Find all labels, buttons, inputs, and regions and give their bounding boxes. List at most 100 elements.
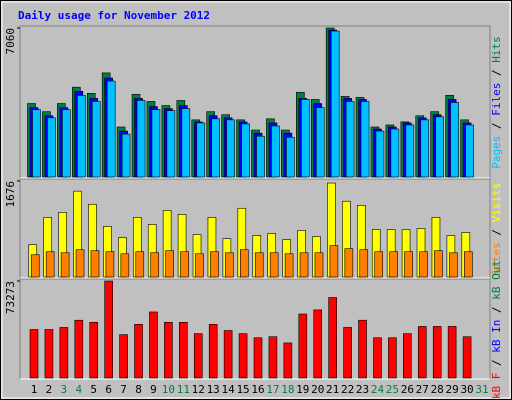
bar xyxy=(374,251,384,278)
legend-separator: / xyxy=(490,116,503,136)
bar xyxy=(434,250,443,278)
bar xyxy=(359,249,369,278)
bar xyxy=(166,110,176,178)
x-tick-label: 14 xyxy=(222,383,236,396)
bar xyxy=(345,101,355,178)
x-tick-label: 8 xyxy=(135,383,142,396)
bar xyxy=(404,251,413,278)
bar xyxy=(271,125,280,178)
x-tick-label: 27 xyxy=(416,383,429,396)
bar xyxy=(462,336,472,379)
legend-entry: Sites xyxy=(490,242,503,275)
bar xyxy=(344,248,354,278)
legend-separator: / xyxy=(490,222,503,242)
x-tick-label: 25 xyxy=(386,383,399,396)
x-tick-label: 2 xyxy=(46,383,53,396)
bar xyxy=(119,334,128,379)
bar xyxy=(135,251,145,278)
bar xyxy=(405,124,415,178)
bar xyxy=(464,251,473,278)
x-tick-label: 26 xyxy=(401,383,414,396)
x-tick-label: 11 xyxy=(177,383,190,396)
bar xyxy=(419,251,428,278)
x-tick-label: 28 xyxy=(431,383,444,396)
x-tick-label: 12 xyxy=(192,383,205,396)
bar xyxy=(104,280,113,379)
bar xyxy=(256,135,265,178)
bar xyxy=(389,251,398,278)
bar xyxy=(300,99,310,178)
bar xyxy=(45,251,55,278)
bar xyxy=(315,107,325,178)
x-tick-label: 6 xyxy=(105,383,112,396)
bar xyxy=(449,252,458,278)
bar xyxy=(283,342,293,379)
y-tick-label: 7060 xyxy=(4,28,17,55)
x-tick-label: 30 xyxy=(460,383,473,396)
bar xyxy=(181,108,191,178)
bar xyxy=(44,329,54,379)
bar xyxy=(330,30,340,178)
bar xyxy=(223,330,233,379)
bar xyxy=(299,252,309,278)
x-tick-label: 1 xyxy=(31,383,38,396)
x-tick-label: 17 xyxy=(266,383,279,396)
x-tick-label: 31 xyxy=(475,383,488,396)
bar xyxy=(286,136,295,178)
bar xyxy=(134,324,143,379)
bar xyxy=(89,321,99,379)
bar xyxy=(60,252,70,278)
x-tick-label: 19 xyxy=(296,383,309,396)
bar xyxy=(373,337,382,379)
chart-title: Daily usage for November 2012 xyxy=(18,9,210,22)
bar xyxy=(435,116,445,178)
bar xyxy=(388,337,397,379)
legend-entry: Files xyxy=(490,83,503,116)
bar xyxy=(59,327,69,379)
x-tick-label: 13 xyxy=(207,383,220,396)
bar xyxy=(254,252,264,278)
bar xyxy=(105,251,115,278)
x-tick-label: 20 xyxy=(311,383,324,396)
x-tick-label: 18 xyxy=(281,383,294,396)
bar xyxy=(241,123,250,178)
bar xyxy=(390,128,400,178)
legend-separator: / xyxy=(490,353,503,373)
legend: Pages / Files / Hits xyxy=(490,36,503,169)
bar xyxy=(91,101,101,178)
bar xyxy=(403,333,412,379)
bar xyxy=(211,118,220,178)
x-tick-label: 24 xyxy=(371,383,385,396)
bar xyxy=(136,100,146,178)
bar xyxy=(149,311,158,379)
bar xyxy=(358,319,367,379)
bar xyxy=(75,249,85,278)
y-tick-label: 73273 xyxy=(4,281,17,314)
bar xyxy=(62,109,71,178)
bar xyxy=(329,245,339,278)
bar xyxy=(314,252,324,278)
bar xyxy=(106,80,116,178)
x-tick-label: 10 xyxy=(162,383,175,396)
legend-entry: Visits xyxy=(490,183,503,223)
legend-entry: kB Out xyxy=(490,260,503,300)
x-tick-label: 22 xyxy=(341,383,354,396)
legend-entry: Hits xyxy=(490,36,503,63)
bar xyxy=(150,252,160,278)
bar xyxy=(420,119,430,178)
bar xyxy=(343,327,352,379)
bar xyxy=(238,333,248,379)
bar xyxy=(208,324,218,379)
bar xyxy=(313,309,323,379)
bar xyxy=(465,124,474,178)
bar xyxy=(375,130,385,178)
legend-separator: / xyxy=(490,63,503,83)
bar xyxy=(195,253,204,278)
bar xyxy=(179,321,188,379)
x-tick-label: 3 xyxy=(61,383,68,396)
bar xyxy=(74,319,84,379)
bar xyxy=(151,109,161,178)
x-tick-label: 16 xyxy=(251,383,264,396)
